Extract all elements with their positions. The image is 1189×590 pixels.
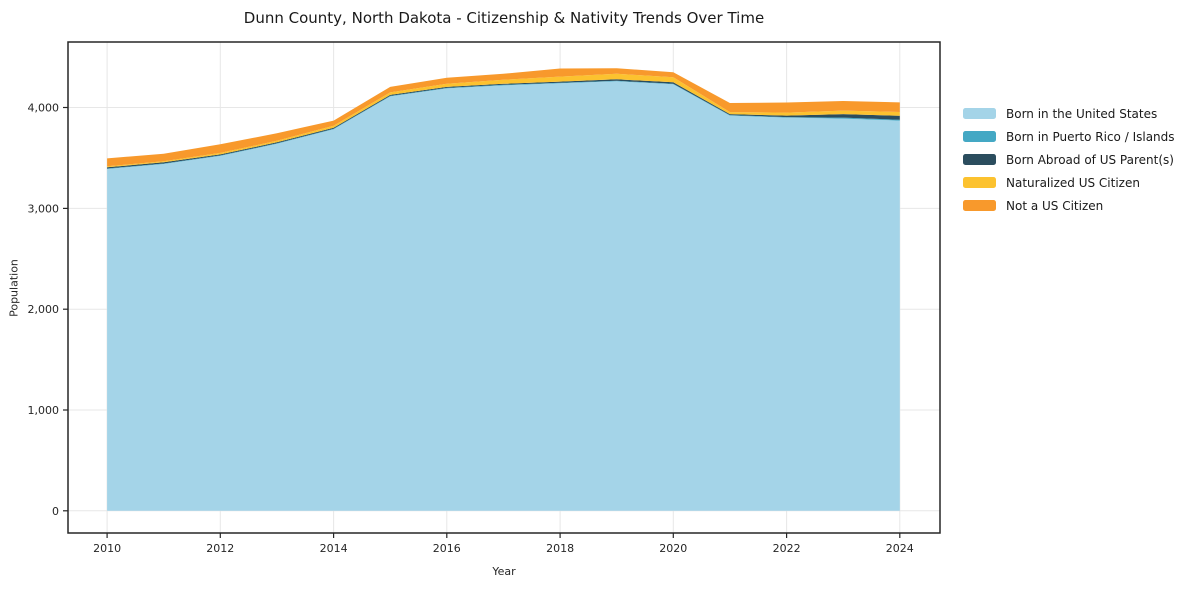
legend-item: Not a US Citizen <box>963 194 1175 217</box>
legend-swatch-born-pr <box>963 131 996 142</box>
legend-swatch-born-us <box>963 108 996 119</box>
y-tick-label: 2,000 <box>28 303 60 316</box>
legend-label-naturalized: Naturalized US Citizen <box>1006 175 1140 190</box>
area-series-0 <box>107 81 900 511</box>
x-tick-label: 2014 <box>320 542 348 555</box>
legend-item: Born in the United States <box>963 102 1175 125</box>
x-tick-label: 2018 <box>546 542 574 555</box>
area-series-4 <box>107 68 900 167</box>
plot-frame <box>67 41 941 534</box>
legend-label-born-abroad: Born Abroad of US Parent(s) <box>1006 152 1174 167</box>
area-series-2 <box>107 79 900 169</box>
y-tick-label: 3,000 <box>28 202 60 215</box>
legend-swatch-not-citizen <box>963 200 996 211</box>
legend-swatch-naturalized <box>963 177 996 188</box>
legend: Born in the United States Born in Puerto… <box>963 102 1175 217</box>
legend-item: Born Abroad of US Parent(s) <box>963 148 1175 171</box>
y-tick-label: 1,000 <box>28 404 60 417</box>
y-tick-label: 4,000 <box>28 102 60 115</box>
chart-title: Dunn County, North Dakota - Citizenship … <box>243 9 765 27</box>
x-tick-label: 2016 <box>433 542 461 555</box>
legend-label-born-pr: Born in Puerto Rico / Islands <box>1006 129 1175 144</box>
x-tick-label: 2020 <box>659 542 687 555</box>
x-tick-label: 2012 <box>206 542 234 555</box>
y-tick-label: 0 <box>52 505 59 518</box>
x-axis-label: Year <box>492 565 516 578</box>
legend-item: Naturalized US Citizen <box>963 171 1175 194</box>
legend-label-not-citizen: Not a US Citizen <box>1006 198 1104 213</box>
legend-label-born-us: Born in the United States <box>1006 106 1158 121</box>
x-tick-label: 2024 <box>886 542 914 555</box>
legend-item: Born in Puerto Rico / Islands <box>963 125 1175 148</box>
x-tick-label: 2022 <box>773 542 801 555</box>
x-tick-label: 2010 <box>93 542 121 555</box>
area-series-3 <box>107 73 900 168</box>
legend-swatch-born-abroad <box>963 154 996 165</box>
